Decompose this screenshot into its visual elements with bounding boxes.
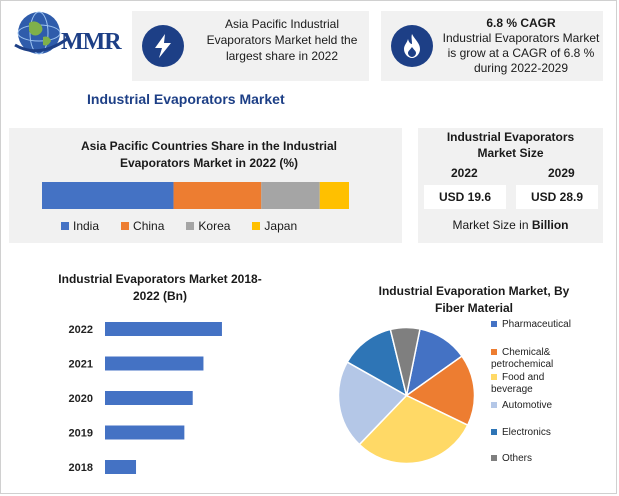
share-segment-japan [319,182,349,209]
pie-legend-automotive: Automotive [491,400,581,412]
value-2022: USD 19.6 [424,185,506,209]
pie-slice-food-and-beverage [358,394,469,465]
fiber-material-pie [337,326,476,465]
pie-chart-title: Industrial Evaporation Market, By Fiber … [378,284,570,315]
share-segment-india [42,182,174,209]
globe-icon [14,11,68,55]
legend-swatch [186,222,195,230]
pie-legend-food-and-beverage: Food and beverage [491,372,557,396]
share-legend-india: India [61,219,99,233]
pie-slice-electronics [346,328,408,398]
history-bar-2020 [105,391,193,405]
value-2029: USD 28.9 [516,185,598,209]
legend-label: Automotive [502,400,553,411]
history-tick-2022: 2022 [69,324,93,336]
share-legend-japan: Japan [252,219,297,233]
legend-label: India [73,219,100,233]
share-legend-china: China [121,219,164,233]
share-segment-korea [261,182,320,209]
share-stacked-bar [42,182,349,209]
flame-icon [391,25,433,67]
legend-swatch [491,321,497,328]
legend-swatch [491,374,497,381]
highlight-region-text: Asia Pacific Industrial Evaporators Mark… [206,17,358,63]
legend-label: Chemical& petrochemical [491,347,554,370]
legend-label: Electronics [502,427,551,438]
history-bar-2022 [105,322,222,336]
legend-swatch [491,349,497,356]
history-tick-2019: 2019 [69,428,93,440]
highlight-card-region: Asia Pacific Industrial Evaporators Mark… [132,11,369,81]
legend-swatch [491,429,497,436]
legend-swatch [491,402,497,409]
pie-legend-pharmaceutical: Pharmaceutical [491,319,581,331]
history-tick-2020: 2020 [69,393,93,405]
legend-label: Others [502,453,533,464]
year-2029-label: 2029 [548,166,575,180]
pie-slice-others [389,326,421,396]
cagr-title: 6.8 % CAGR [486,16,556,30]
country-share-panel: Asia Pacific Countries Share in the Indu… [9,128,402,243]
history-tick-2018: 2018 [69,462,93,474]
legend-label: China [133,219,165,233]
pie-legend-electronics: Electronics [491,427,581,439]
lightning-icon [142,25,184,67]
highlight-card-cagr: 6.8 % CAGR Industrial Evaporators Market… [381,11,603,81]
share-legend-korea: Korea [186,219,230,233]
share-legend: India China Korea Japan [61,219,319,233]
logo: MMR [9,9,129,59]
share-chart-title: Asia Pacific Countries Share in the Indu… [80,139,338,170]
pie-legend-others: Others [491,453,581,465]
note-unit: Billion [531,218,569,232]
pie-legend-chemical-petrochemical: Chemical& petrochemical [491,347,561,371]
history-bar-2019 [105,425,185,440]
pie-slice-chemical-petrochemical [405,355,476,427]
pie-slice-automotive [337,361,408,446]
year-2022-label: 2022 [451,166,478,180]
history-chart-title: Industrial Evaporators Market 2018-2022 … [58,272,262,303]
legend-label: Food and beverage [491,372,545,395]
legend-swatch [252,222,261,230]
history-bar-2021 [105,356,204,371]
legend-label: Pharmaceutical [502,319,571,330]
cagr-text: Industrial Evaporators Market is grow at… [442,31,600,75]
share-segment-china [173,182,262,209]
market-size-title: Industrial Evaporators Market Size [446,130,575,160]
logo-text: MMR [61,29,122,55]
history-bar-chart: 2022 2021 2020 2019 2018 [69,322,222,474]
history-tick-2021: 2021 [69,359,93,371]
legend-swatch [61,222,69,230]
legend-swatch [491,455,497,462]
legend-swatch [121,222,130,230]
legend-label: Japan [264,219,298,233]
legend-label: Korea [198,219,231,233]
note-prefix: Market Size in [452,218,532,232]
market-size-panel: Industrial Evaporators Market Size 2022 … [418,128,603,243]
market-size-note: Market Size in Billion [418,218,603,232]
history-bar-2018 [105,460,137,474]
page-title: Industrial Evaporators Market [87,91,285,107]
